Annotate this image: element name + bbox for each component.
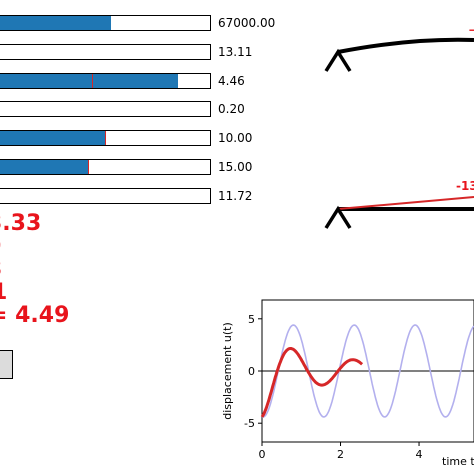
readout-1: 3.33 [0, 212, 41, 235]
slider-3-fill [0, 74, 178, 88]
slider-3-track[interactable] [0, 73, 211, 89]
displacement-chart: 5 0 -5 0 2 4 displacement u(t) time t [210, 290, 474, 474]
x-tick-label: 4 [416, 448, 423, 461]
x-tick-label: 2 [337, 448, 344, 461]
y-axis-label: displacement u(t) [221, 322, 234, 420]
slider-7-track[interactable] [0, 188, 211, 204]
slider-2[interactable]: 13.11 [0, 44, 280, 62]
beam-bottom-label: -13 [456, 179, 474, 193]
readout-4: 1 [0, 281, 7, 304]
slider-7-value: 11.72 [218, 188, 252, 204]
slider-3[interactable]: 4.46 [0, 73, 280, 91]
slider-1-track[interactable] [0, 15, 211, 31]
beam-diagram: − -13 [300, 0, 474, 240]
x-axis-label: time t [442, 455, 474, 468]
support-bottom-icon [326, 209, 350, 228]
slider-5-marker [105, 131, 106, 145]
y-tick-label: -5 [244, 417, 255, 430]
support-top-icon [326, 52, 350, 71]
slider-3-value: 4.46 [218, 73, 245, 89]
readout-5: = 4.49 [0, 304, 69, 327]
slider-4-track[interactable] [0, 101, 211, 117]
readout-3: 3 [0, 258, 2, 281]
slider-5-track[interactable] [0, 130, 211, 146]
beam-top-label: − [468, 23, 474, 37]
beam-top [338, 40, 474, 52]
slider-5[interactable]: 10.00 [0, 130, 280, 148]
slider-5-fill [0, 131, 105, 145]
slider-3-marker [92, 74, 93, 88]
action-button[interactable] [0, 350, 13, 379]
slider-2-track[interactable] [0, 44, 211, 60]
slider-6-marker [88, 160, 89, 174]
slider-5-value: 10.00 [218, 130, 252, 146]
y-tick-label: 5 [248, 313, 255, 326]
slider-6-track[interactable] [0, 159, 211, 175]
slider-4[interactable]: 0.20 [0, 101, 280, 119]
slider-2-value: 13.11 [218, 44, 252, 60]
slider-6[interactable]: 15.00 [0, 159, 280, 177]
slider-7[interactable]: 11.72 [0, 188, 280, 206]
y-tick-label: 0 [248, 365, 255, 378]
slider-1[interactable]: 67000.00 [0, 15, 280, 33]
slider-4-value: 0.20 [218, 101, 245, 117]
slider-6-fill [0, 160, 88, 174]
slider-1-fill [0, 16, 111, 30]
x-tick-label: 0 [259, 448, 266, 461]
readout-2: 0 [0, 235, 1, 258]
slider-1-value: 67000.00 [218, 15, 275, 31]
slider-6-value: 15.00 [218, 159, 252, 175]
